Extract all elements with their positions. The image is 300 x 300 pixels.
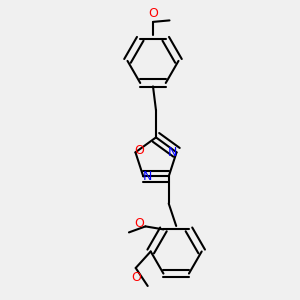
- Text: O: O: [148, 8, 158, 20]
- Text: O: O: [134, 144, 144, 157]
- Text: O: O: [134, 217, 144, 230]
- Text: N: N: [167, 146, 177, 159]
- Text: N: N: [143, 170, 152, 183]
- Text: O: O: [131, 271, 141, 284]
